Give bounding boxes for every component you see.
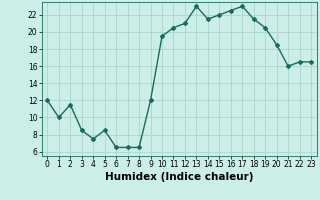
X-axis label: Humidex (Indice chaleur): Humidex (Indice chaleur) — [105, 172, 253, 182]
